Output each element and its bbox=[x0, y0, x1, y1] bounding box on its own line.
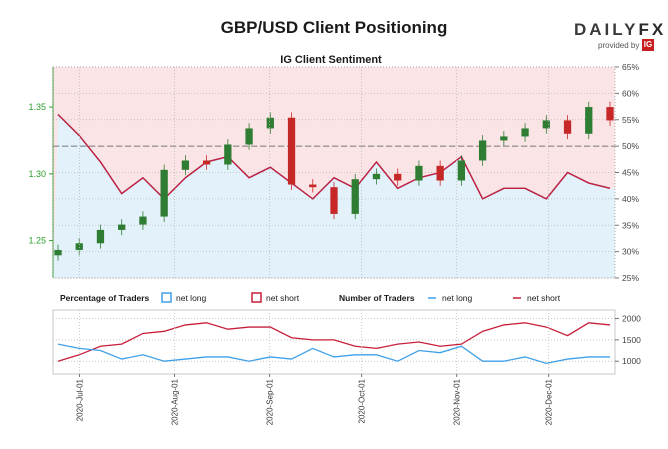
legend-num-short-label: net short bbox=[527, 293, 561, 303]
x-axis-label: 2020-Dec-01 bbox=[545, 378, 554, 425]
candle-body bbox=[245, 128, 253, 145]
count-axis-label: 1000 bbox=[622, 356, 641, 366]
candle-body bbox=[372, 173, 381, 180]
right-axis-label: 50% bbox=[622, 141, 639, 151]
candle-body bbox=[54, 249, 62, 256]
right-axis-label: 40% bbox=[622, 194, 639, 204]
candle-body bbox=[287, 117, 296, 185]
left-axis-label: 1.30 bbox=[28, 169, 46, 179]
sentiment-plot-frame bbox=[52, 66, 616, 279]
candle-body bbox=[75, 243, 83, 250]
legend-pct-short-swatch bbox=[251, 292, 262, 303]
right-axis-label: 65% bbox=[622, 62, 639, 72]
legend-pct-long-label: net long bbox=[176, 293, 207, 303]
page-title: GBP/USD Client Positioning bbox=[220, 18, 448, 37]
right-axis-label: 45% bbox=[622, 168, 639, 178]
right-axis-label: 30% bbox=[622, 247, 639, 257]
net-long-count-line bbox=[57, 343, 610, 365]
count-axis-label: 2000 bbox=[622, 314, 641, 324]
x-axis-label: 2020-Jul-01 bbox=[75, 378, 84, 421]
candle-body bbox=[394, 173, 402, 181]
x-axis-label: 2020-Sep-01 bbox=[266, 378, 275, 425]
right-axis-label: 60% bbox=[622, 88, 639, 98]
candle-body bbox=[118, 224, 126, 230]
legend-num-long-label: net long bbox=[442, 293, 473, 303]
candle-body bbox=[96, 229, 105, 244]
candle-body bbox=[330, 187, 338, 214]
legend-number-title: Number of Traders bbox=[339, 293, 415, 303]
x-axis-label: 2020-Oct-01 bbox=[358, 378, 367, 423]
candle-body bbox=[139, 216, 147, 225]
candle-body bbox=[202, 160, 211, 165]
candle-body bbox=[160, 169, 168, 217]
x-axis-label: 2020-Nov-01 bbox=[453, 378, 462, 425]
left-axis-label: 1.25 bbox=[28, 236, 46, 246]
candle-body bbox=[521, 128, 529, 137]
candle-body bbox=[415, 165, 423, 181]
count-plot-frame bbox=[52, 309, 616, 375]
sentiment-chart-title: IG Client Sentiment bbox=[280, 54, 382, 66]
count-axis-label: 1500 bbox=[622, 335, 641, 345]
brand-daily: DAILY bbox=[574, 20, 639, 39]
candle-body bbox=[436, 165, 444, 181]
legend-percentage-title: Percentage of Traders bbox=[60, 293, 150, 303]
candle-body bbox=[606, 107, 614, 121]
brand-fx: FX bbox=[638, 20, 667, 39]
net-short-count-line bbox=[57, 322, 611, 362]
candle-body bbox=[309, 184, 317, 188]
candle-body bbox=[266, 117, 274, 129]
legend-pct-long-swatch bbox=[161, 292, 172, 303]
x-axis-label: 2020-Aug-01 bbox=[171, 378, 180, 425]
left-axis-label: 1.35 bbox=[28, 102, 46, 112]
candle-body bbox=[224, 144, 232, 165]
right-axis-label: 35% bbox=[622, 220, 639, 230]
legend-pct-short-label: net short bbox=[266, 293, 300, 303]
net-short-percentage-line bbox=[57, 113, 611, 200]
right-axis-label: 55% bbox=[622, 115, 639, 125]
candle-body bbox=[351, 179, 359, 214]
candle-body bbox=[457, 160, 466, 181]
candle-body bbox=[478, 140, 487, 161]
candle-body bbox=[585, 107, 593, 134]
candle-body bbox=[563, 120, 572, 134]
right-axis-label: 25% bbox=[622, 273, 639, 283]
candle-body bbox=[542, 120, 550, 129]
ig-logo: IG bbox=[642, 39, 654, 51]
provided-by-label: provided by bbox=[598, 41, 640, 50]
dailyfx-logo: DAILYFX bbox=[574, 20, 666, 40]
candle-body bbox=[500, 136, 508, 141]
candle-body bbox=[181, 160, 190, 170]
